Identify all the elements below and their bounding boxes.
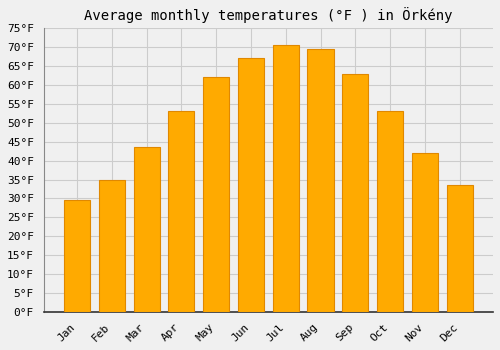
Bar [377,111,403,312]
Bar [168,111,194,312]
Bar [272,45,299,312]
Bar [412,153,438,312]
Title: Average monthly temperatures (°F ) in Örkény: Average monthly temperatures (°F ) in Ör… [84,7,452,23]
Bar [446,185,472,312]
Bar [308,49,334,312]
Bar [134,147,160,312]
Bar [64,200,90,312]
Bar [342,74,368,312]
Bar [203,77,229,312]
Bar [99,180,125,312]
Bar [238,58,264,312]
